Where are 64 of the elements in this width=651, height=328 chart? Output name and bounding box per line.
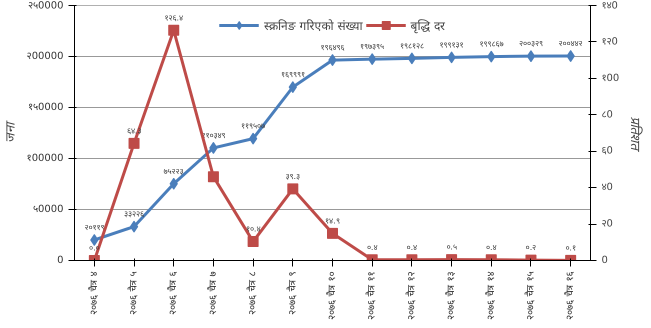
- x-tick-label: २०७६ चैत्र ६: [167, 272, 180, 315]
- data-label: ३९.३: [286, 172, 300, 181]
- y2-tick-label: १४0: [602, 0, 618, 12]
- x-tick-label: २०७६ चैत्र १३: [445, 272, 458, 320]
- y2-tick-label: २0: [602, 218, 613, 230]
- y-tick-label: २00000: [26, 51, 64, 62]
- data-label: ०.२: [526, 243, 536, 252]
- y2-tick-label: ४0: [602, 182, 613, 194]
- point: [526, 50, 536, 62]
- point: [128, 138, 140, 149]
- x-tick-label: २०७६ चैत्र १०: [326, 272, 338, 320]
- y-tick-label: १00000: [26, 153, 64, 164]
- point: [408, 52, 416, 64]
- x-tick-label: २०७६ चैत्र ११: [366, 272, 378, 320]
- point: [130, 220, 138, 233]
- x-tick-label: २०७६ चैत्र ५: [128, 272, 140, 315]
- point: [566, 50, 575, 62]
- data-label: ७५२२३: [164, 166, 184, 176]
- x-tick-label: २०७६ चैत्र ८: [246, 272, 259, 315]
- x-tick-label: २०७६ चैत्र ९: [286, 272, 298, 315]
- y2-tick-label: ८0: [602, 109, 613, 120]
- y2-tick-label: 0: [602, 255, 608, 266]
- data-label: १९९८६७: [479, 40, 504, 49]
- y2-axis-title: प्रतिशत: [627, 116, 644, 152]
- point: [248, 132, 258, 145]
- data-label: १०.४: [246, 224, 260, 234]
- data-label: १९७३९५: [360, 42, 384, 52]
- data-label: १९९१३१: [440, 40, 464, 50]
- point: [328, 54, 337, 66]
- y-axis-title: जना: [4, 120, 19, 143]
- data-label: १९८१२८: [400, 41, 424, 50]
- data-label: २००३२९: [518, 39, 543, 48]
- data-label: ३३२२६: [124, 210, 144, 219]
- data-label: २००४४२: [558, 39, 583, 48]
- point: [90, 234, 99, 246]
- legend-label: बृद्धि दर: [410, 18, 446, 34]
- legend-label: स्क्रनिङ गरिएको संख्या: [264, 18, 362, 34]
- data-label: ०.४: [486, 242, 497, 252]
- y2-tick-label: १00: [602, 72, 620, 84]
- data-label: १९६४९६: [320, 43, 344, 52]
- y2-tick-label: ६0: [602, 146, 613, 157]
- data-label: ०.४: [406, 242, 418, 252]
- y2-tick-label: १२0: [602, 36, 618, 48]
- point: [287, 183, 298, 194]
- x-tick-label: २०७६ चैत्र १५: [524, 272, 536, 320]
- data-label: ०.१: [565, 243, 576, 252]
- x-tick-label: २०७६ चैत्र १२: [405, 272, 418, 320]
- data-label: १६९९९१: [280, 70, 305, 80]
- point: [208, 171, 219, 182]
- x-tick-label: २०७६ चैत्र १४: [484, 272, 497, 320]
- data-label: ०.५: [446, 242, 457, 252]
- y-tick-label: २५0000: [28, 0, 64, 12]
- data-label: २०११९: [84, 222, 104, 232]
- point: [447, 51, 456, 64]
- x-tick-label: २०७६ चैत्र ७: [206, 272, 219, 315]
- data-label: १२६.४: [164, 13, 184, 22]
- data-label: १४.९: [325, 216, 340, 226]
- y-tick-label: १५0000: [28, 102, 64, 113]
- x-tick-label: २०७६ चैत्र १६: [564, 272, 576, 320]
- y-tick-label: 0: [57, 255, 64, 266]
- data-label: ०.४: [366, 242, 378, 252]
- x-tick-label: २०७६ चैत्र ४: [88, 272, 100, 315]
- y-tick-label: ५0000: [33, 204, 64, 215]
- point: [209, 142, 218, 154]
